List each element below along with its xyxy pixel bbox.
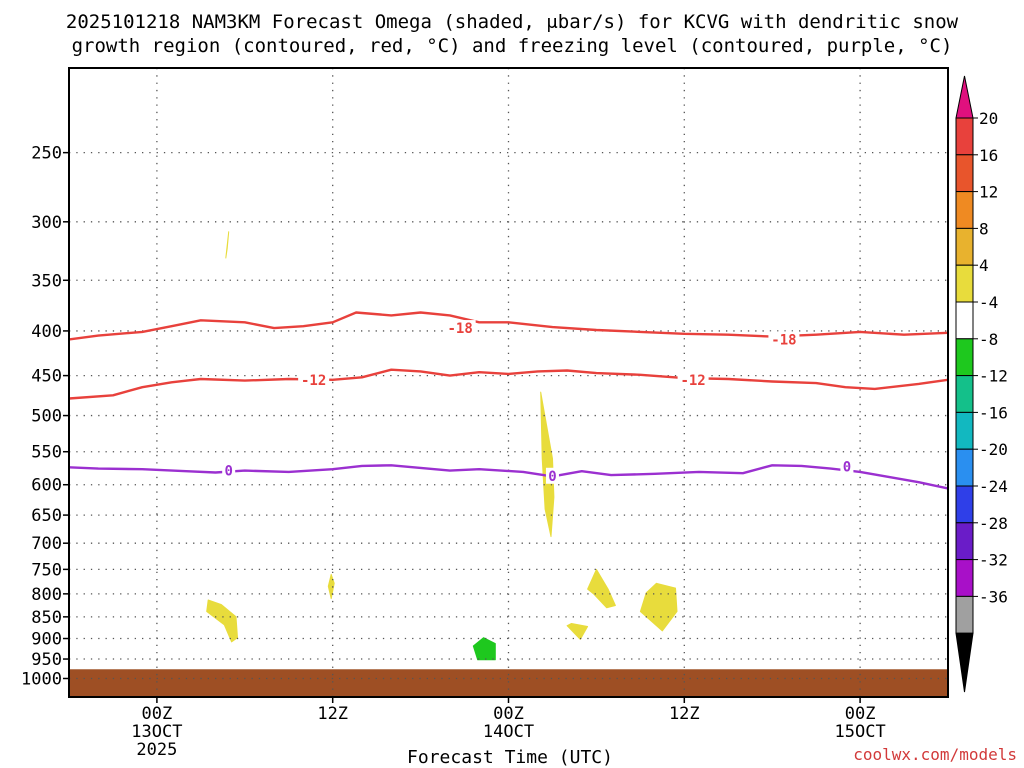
contour-label-bg-minus18-0 xyxy=(444,320,476,337)
y-tick-label-450: 450 xyxy=(31,367,62,387)
x-tick-label-36-1: 12Z xyxy=(669,704,700,724)
shaded-omega-pos-f xyxy=(587,568,616,609)
site-credit: coolwx.com/models xyxy=(853,745,1017,764)
colorbar-label-7: -12 xyxy=(979,367,1008,386)
colorbar-segment-13 xyxy=(955,595,974,634)
chart-title-line1: 2025101218 NAM3KM Forecast Omega (shaded… xyxy=(66,11,959,33)
contour-label-minus12-0: -12 xyxy=(301,373,326,389)
colorbar-segment-4 xyxy=(955,264,974,303)
colorbar-segment-5 xyxy=(955,301,974,340)
contour-label-bg-zero-0 xyxy=(222,462,236,479)
y-tick-label-550: 550 xyxy=(31,443,62,463)
colorbar-segment-9 xyxy=(955,448,974,487)
contour-label-minus18-1: -18 xyxy=(771,332,796,348)
y-tick-label-650: 650 xyxy=(31,506,62,526)
y-tick-label-350: 350 xyxy=(31,271,62,291)
y-tick-label-600: 600 xyxy=(31,476,62,496)
colorbar-label-4: 4 xyxy=(979,256,989,275)
x-tick-label-0-3: 2025 xyxy=(136,740,177,760)
colorbar-label-6: -8 xyxy=(979,330,998,349)
colorbar-segment-12 xyxy=(955,559,974,597)
y-tick-label-700: 700 xyxy=(31,534,62,554)
shaded-omega-pos-b xyxy=(206,599,238,643)
y-tick-label-250: 250 xyxy=(31,144,62,164)
contour-label-zero-1: 0 xyxy=(548,469,556,485)
colorbar-label-11: -28 xyxy=(979,514,1008,533)
x-axis-label: Forecast Time (UTC) xyxy=(407,747,613,768)
x-tick-label-12-1: 12Z xyxy=(317,704,348,724)
y-tick-label-500: 500 xyxy=(31,407,62,427)
colorbar-label-2: 12 xyxy=(979,183,998,202)
contour-label-minus18-0: -18 xyxy=(448,321,473,337)
x-tick-label-0-2: 13OCT xyxy=(131,722,182,742)
colorbar-bottom-arrow xyxy=(955,632,974,693)
colorbar-top-arrow xyxy=(955,75,974,119)
colorbar-segment-1 xyxy=(955,154,974,193)
x-tick-label-24-2: 14OCT xyxy=(483,722,534,742)
y-tick-label-750: 750 xyxy=(31,560,62,580)
colorbar-label-9: -20 xyxy=(979,440,1008,459)
x-tick-label-0-1: 00Z xyxy=(142,704,173,724)
shaded-omega-pos-c xyxy=(327,573,335,600)
y-tick-label-800: 800 xyxy=(31,585,62,605)
contour-label-minus12-1: -12 xyxy=(680,373,705,389)
colorbar-label-13: -36 xyxy=(979,587,1008,606)
contour-minus12 xyxy=(69,368,948,400)
colorbar-label-8: -16 xyxy=(979,403,1008,422)
colorbar-label-3: 8 xyxy=(979,219,989,238)
chart-title-line2: growth region (contoured, red, °C) and f… xyxy=(72,35,953,57)
shaded-omega-pos-d xyxy=(540,391,555,538)
y-tick-label-300: 300 xyxy=(31,213,62,233)
contour-label-zero-2: 0 xyxy=(843,460,851,476)
ground-fill xyxy=(69,669,948,697)
x-tick-label-48-1: 00Z xyxy=(845,704,876,724)
x-tick-label-48-2: 15OCT xyxy=(835,722,886,742)
colorbar-segment-7 xyxy=(955,375,974,413)
shaded-omega-pos-a xyxy=(225,231,230,259)
y-tick-label-850: 850 xyxy=(31,608,62,628)
colorbar-label-0: 20 xyxy=(979,109,998,128)
contour-label-bg-zero-1 xyxy=(545,467,559,484)
colorbar-label-1: 16 xyxy=(979,146,998,165)
y-tick-label-950: 950 xyxy=(31,650,62,670)
shaded-omega-pos-e xyxy=(566,623,589,640)
colorbar-segment-11 xyxy=(955,522,974,561)
colorbar-label-10: -24 xyxy=(979,477,1008,496)
x-tick-label-24-1: 00Z xyxy=(493,704,524,724)
colorbar-segment-10 xyxy=(955,485,974,524)
contour-label-bg-zero-2 xyxy=(840,458,854,475)
y-tick-label-900: 900 xyxy=(31,630,62,650)
colorbar-segment-2 xyxy=(955,191,974,229)
contour-label-zero-0: 0 xyxy=(224,464,232,480)
colorbar-segment-0 xyxy=(955,117,974,156)
plot-content: -18 -18 -12 -12 0 0 0 xyxy=(69,68,948,697)
colorbar-segment-6 xyxy=(955,338,974,377)
colorbar-segment-3 xyxy=(955,227,974,266)
colorbar-label-5: -4 xyxy=(979,293,998,312)
shaded-omega-neg-a xyxy=(472,637,496,661)
y-tick-label-400: 400 xyxy=(31,322,62,342)
contour-label-bg-minus18-1 xyxy=(768,331,800,348)
axes: 2503003504004505005506006507007508008509… xyxy=(21,67,949,760)
y-tick-label-1000: 1000 xyxy=(21,669,62,689)
plot-area: -18 -18 -12 -12 0 0 0 xyxy=(69,68,948,697)
colorbar-segment-8 xyxy=(955,411,974,450)
shaded-omega-pos-g xyxy=(639,582,678,632)
contour-label-bg-minus12-0 xyxy=(298,371,330,388)
contour-label-bg-minus12-1 xyxy=(677,371,709,388)
colorbar-label-12: -32 xyxy=(979,551,1008,570)
colorbar: 20 16 12 8 4 -4 -8 -12 -16 -20 -24 -28 -32 -36 xyxy=(955,75,1008,693)
